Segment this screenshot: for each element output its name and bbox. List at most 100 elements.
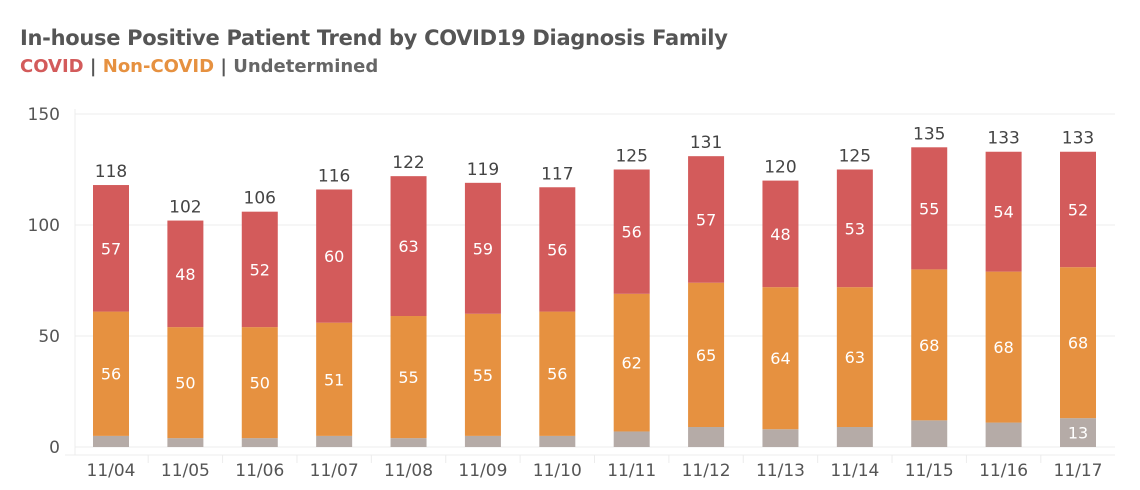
bar-segment-undetermined: [836, 427, 873, 447]
data-label: 68: [1068, 334, 1088, 353]
total-label: 102: [169, 198, 201, 218]
x-tick-label: 11/11: [607, 461, 656, 481]
bar-segment-covid: [316, 189, 353, 323]
x-tick-label: 11/09: [458, 461, 507, 481]
x-tick-label: 11/07: [310, 461, 359, 481]
bar-segment-non-covid: [464, 313, 501, 436]
total-label: 116: [318, 166, 350, 186]
data-label: 56: [622, 223, 642, 242]
legend-non-covid: Non-COVID: [102, 56, 215, 77]
bar-segment-undetermined: [911, 420, 948, 447]
x-tick-label: 11/12: [682, 461, 731, 481]
bar-segment-non-covid: [93, 311, 129, 436]
data-label: 65: [696, 346, 716, 365]
data-label: 52: [250, 260, 270, 279]
data-label: 63: [398, 237, 418, 256]
bar-segment-covid: [464, 182, 501, 314]
data-label: 51: [324, 370, 344, 389]
bar-segment-undetermined: [464, 435, 501, 447]
data-label: 57: [696, 210, 716, 229]
total-label: 118: [95, 162, 127, 182]
bar-segment-covid: [93, 185, 129, 312]
bar-segment-undetermined: [167, 438, 204, 447]
legend-covid: COVID: [20, 56, 84, 77]
bar-segment-non-covid: [1060, 267, 1096, 419]
bar-segment-non-covid: [985, 271, 1022, 423]
data-label: 68: [919, 336, 939, 355]
total-label: 125: [839, 147, 871, 167]
data-label: 50: [175, 374, 195, 393]
bar-segment-covid: [167, 220, 204, 328]
total-label: 106: [244, 189, 276, 209]
y-tick-label: 100: [28, 216, 60, 236]
data-label: 55: [919, 199, 939, 218]
x-tick-label: 11/08: [384, 461, 433, 481]
data-label: 56: [547, 365, 567, 384]
data-label: 48: [770, 225, 790, 244]
y-tick-label: 150: [28, 105, 60, 125]
data-label: 63: [845, 348, 865, 367]
bar-segment-non-covid: [390, 316, 427, 439]
legend-undetermined: Undetermined: [233, 56, 379, 77]
bar-segment-covid: [241, 211, 278, 328]
bar-segment-non-covid: [911, 269, 948, 421]
data-label: 60: [324, 247, 344, 266]
chart-title: In-house Positive Patient Trend by COVID…: [20, 26, 728, 50]
legend-separator: |: [220, 56, 227, 77]
x-tick-label: 11/04: [87, 461, 136, 481]
bar-segment-covid: [985, 151, 1022, 272]
data-label: 59: [473, 239, 493, 258]
data-label: 13: [1068, 424, 1088, 443]
x-tick-label: 11/16: [979, 461, 1028, 481]
total-label: 135: [913, 124, 945, 144]
y-tick-label: 0: [49, 438, 60, 458]
data-label: 62: [622, 354, 642, 373]
data-label: 53: [845, 219, 865, 238]
bar-segment-non-covid: [688, 282, 725, 428]
x-tick-label: 11/13: [756, 461, 805, 481]
data-label: 57: [101, 239, 121, 258]
bar-segment-covid: [688, 156, 725, 283]
total-label: 133: [987, 129, 1019, 149]
total-label: 125: [615, 147, 647, 167]
bar-segment-non-covid: [539, 311, 576, 436]
bar-segment-covid: [539, 187, 576, 312]
bar-segment-covid: [390, 176, 427, 317]
bar-segment-non-covid: [316, 322, 353, 436]
data-label: 56: [101, 365, 121, 384]
bar-segment-undetermined: [390, 438, 427, 447]
bar-segment-undetermined: [539, 435, 576, 447]
bar-segment-non-covid: [241, 327, 278, 439]
bar-segment-non-covid: [836, 287, 873, 428]
data-label: 48: [175, 265, 195, 284]
data-label: 64: [770, 349, 790, 368]
data-label: 55: [473, 366, 493, 385]
y-tick-label: 50: [38, 327, 60, 347]
bar-segment-undetermined: [241, 438, 278, 447]
bar-segment-covid: [836, 169, 873, 288]
data-label: 55: [398, 368, 418, 387]
bar-segment-undetermined: [985, 422, 1022, 447]
bar-segment-undetermined: [688, 427, 725, 447]
total-label: 119: [467, 160, 499, 180]
bar-segment-undetermined: [613, 431, 650, 447]
data-label: 56: [547, 240, 567, 259]
total-label: 120: [764, 158, 796, 178]
bar-segment-non-covid: [613, 293, 650, 432]
total-label: 117: [541, 164, 573, 184]
x-tick-label: 11/05: [161, 461, 210, 481]
bar-segment-non-covid: [762, 287, 799, 430]
legend-separator: |: [89, 56, 97, 77]
bar-segment-undetermined: [316, 435, 353, 447]
total-label: 131: [690, 133, 722, 153]
bar-segment-undetermined: [762, 429, 799, 447]
data-label: 52: [1068, 200, 1088, 219]
bar-segment-undetermined: [1060, 418, 1096, 447]
x-tick-label: 11/10: [533, 461, 582, 481]
bar-segment-covid: [911, 147, 948, 270]
bar-segment-non-covid: [167, 327, 204, 439]
total-label: 122: [392, 153, 424, 173]
bar-segment-covid: [762, 180, 799, 288]
total-label: 133: [1062, 129, 1094, 149]
x-tick-label: 11/15: [905, 461, 954, 481]
